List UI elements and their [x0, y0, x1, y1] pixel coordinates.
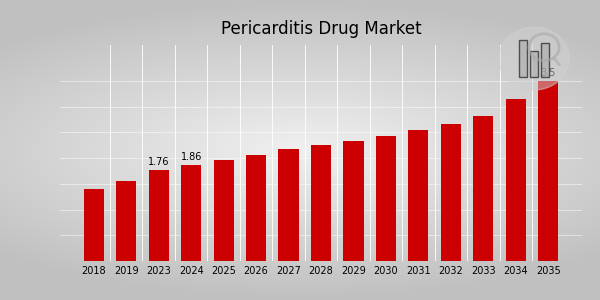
FancyBboxPatch shape	[519, 40, 527, 77]
Bar	[409, 130, 428, 261]
Title: Pericarditis Drug Market: Pericarditis Drug Market	[221, 20, 421, 38]
Bar	[473, 116, 493, 261]
FancyBboxPatch shape	[541, 44, 549, 77]
Text: 1.76: 1.76	[148, 158, 169, 167]
Bar	[116, 181, 136, 261]
Bar	[441, 124, 461, 261]
Bar	[311, 145, 331, 261]
Bar	[149, 170, 169, 261]
Polygon shape	[499, 27, 569, 90]
Bar	[214, 160, 233, 261]
Bar	[343, 141, 364, 261]
Bar	[538, 81, 558, 261]
Bar	[84, 189, 104, 261]
Text: 1.86: 1.86	[181, 152, 202, 162]
Bar	[181, 165, 201, 261]
Bar	[278, 149, 299, 261]
Text: 3.5: 3.5	[541, 68, 556, 78]
Bar	[246, 155, 266, 261]
Bar	[376, 136, 396, 261]
Bar	[506, 99, 526, 261]
FancyBboxPatch shape	[530, 51, 538, 77]
